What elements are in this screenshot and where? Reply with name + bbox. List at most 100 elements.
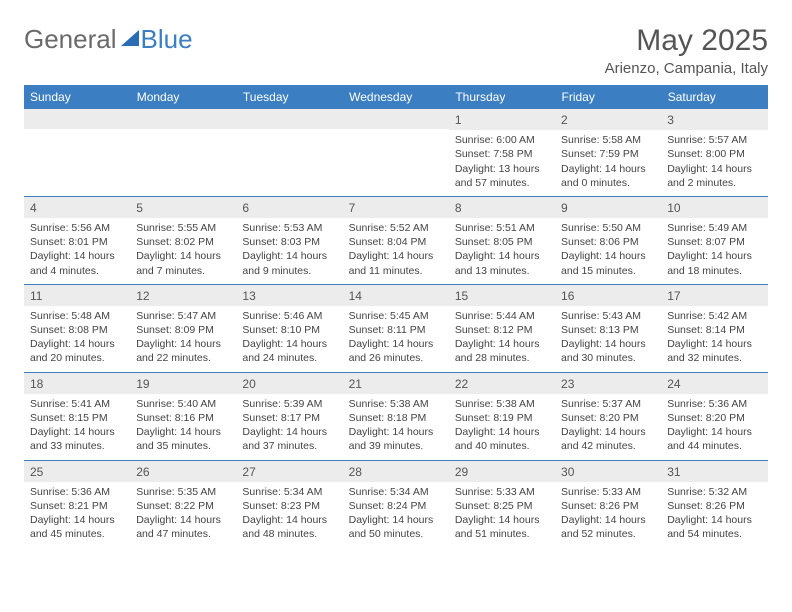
calendar-cell: 7Sunrise: 5:52 AMSunset: 8:04 PMDaylight… [343,196,449,284]
sunset-text: Sunset: 8:01 PM [30,235,124,249]
calendar-cell: 23Sunrise: 5:37 AMSunset: 8:20 PMDayligh… [555,372,661,460]
day-number: 3 [661,109,767,130]
day-details: Sunrise: 5:52 AMSunset: 8:04 PMDaylight:… [343,218,449,284]
daylight-text: Daylight: 14 hours and 40 minutes. [455,425,549,453]
sunrise-text: Sunrise: 5:51 AM [455,221,549,235]
day-number: 13 [236,285,342,306]
sunrise-text: Sunrise: 5:42 AM [667,309,761,323]
sunrise-text: Sunrise: 5:34 AM [349,485,443,499]
daylight-text: Daylight: 14 hours and 45 minutes. [30,513,124,541]
sunrise-text: Sunrise: 5:55 AM [136,221,230,235]
day-number: 11 [24,285,130,306]
calendar-cell: 11Sunrise: 5:48 AMSunset: 8:08 PMDayligh… [24,284,130,372]
day-header: Saturday [661,85,767,109]
sunset-text: Sunset: 8:02 PM [136,235,230,249]
daylight-text: Daylight: 14 hours and 4 minutes. [30,249,124,277]
daylight-text: Daylight: 14 hours and 2 minutes. [667,162,761,190]
day-number: 26 [130,461,236,482]
calendar-week-row: 4Sunrise: 5:56 AMSunset: 8:01 PMDaylight… [24,196,768,284]
daylight-text: Daylight: 14 hours and 28 minutes. [455,337,549,365]
day-details: Sunrise: 5:58 AMSunset: 7:59 PMDaylight:… [555,130,661,196]
sunset-text: Sunset: 7:59 PM [561,147,655,161]
title-block: May 2025 Arienzo, Campania, Italy [605,24,768,77]
day-number: 1 [449,109,555,130]
day-number: 15 [449,285,555,306]
daylight-text: Daylight: 14 hours and 15 minutes. [561,249,655,277]
sunrise-text: Sunrise: 5:33 AM [561,485,655,499]
day-number: 2 [555,109,661,130]
sunrise-text: Sunrise: 5:40 AM [136,397,230,411]
day-details: Sunrise: 5:36 AMSunset: 8:20 PMDaylight:… [661,394,767,460]
day-number: 4 [24,197,130,218]
sunrise-text: Sunrise: 5:46 AM [242,309,336,323]
day-header-row: Sunday Monday Tuesday Wednesday Thursday… [24,85,768,109]
daylight-text: Daylight: 14 hours and 20 minutes. [30,337,124,365]
daylight-text: Daylight: 14 hours and 7 minutes. [136,249,230,277]
sunset-text: Sunset: 8:08 PM [30,323,124,337]
day-details: Sunrise: 5:33 AMSunset: 8:25 PMDaylight:… [449,482,555,548]
day-header: Sunday [24,85,130,109]
sunset-text: Sunset: 8:00 PM [667,147,761,161]
sunrise-text: Sunrise: 5:32 AM [667,485,761,499]
calendar-cell: 26Sunrise: 5:35 AMSunset: 8:22 PMDayligh… [130,460,236,547]
day-details: Sunrise: 5:32 AMSunset: 8:26 PMDaylight:… [661,482,767,548]
day-details: Sunrise: 5:45 AMSunset: 8:11 PMDaylight:… [343,306,449,372]
day-header: Thursday [449,85,555,109]
day-details: Sunrise: 5:42 AMSunset: 8:14 PMDaylight:… [661,306,767,372]
day-number: 6 [236,197,342,218]
sunrise-text: Sunrise: 5:49 AM [667,221,761,235]
sunset-text: Sunset: 8:12 PM [455,323,549,337]
calendar-cell: 12Sunrise: 5:47 AMSunset: 8:09 PMDayligh… [130,284,236,372]
sunrise-text: Sunrise: 5:33 AM [455,485,549,499]
calendar-cell: 18Sunrise: 5:41 AMSunset: 8:15 PMDayligh… [24,372,130,460]
daylight-text: Daylight: 14 hours and 18 minutes. [667,249,761,277]
calendar-cell: 6Sunrise: 5:53 AMSunset: 8:03 PMDaylight… [236,196,342,284]
day-details [236,129,342,189]
sunrise-text: Sunrise: 5:48 AM [30,309,124,323]
day-details: Sunrise: 5:38 AMSunset: 8:19 PMDaylight:… [449,394,555,460]
sunset-text: Sunset: 8:16 PM [136,411,230,425]
calendar-cell: 25Sunrise: 5:36 AMSunset: 8:21 PMDayligh… [24,460,130,547]
sunrise-text: Sunrise: 5:56 AM [30,221,124,235]
day-number: 18 [24,373,130,394]
day-details [343,129,449,189]
day-details [130,129,236,189]
day-details: Sunrise: 5:53 AMSunset: 8:03 PMDaylight:… [236,218,342,284]
daylight-text: Daylight: 14 hours and 50 minutes. [349,513,443,541]
day-details: Sunrise: 5:40 AMSunset: 8:16 PMDaylight:… [130,394,236,460]
daylight-text: Daylight: 14 hours and 52 minutes. [561,513,655,541]
sunset-text: Sunset: 8:05 PM [455,235,549,249]
day-number: 17 [661,285,767,306]
calendar-cell: 24Sunrise: 5:36 AMSunset: 8:20 PMDayligh… [661,372,767,460]
day-number: 19 [130,373,236,394]
sunrise-text: Sunrise: 5:45 AM [349,309,443,323]
daylight-text: Daylight: 14 hours and 30 minutes. [561,337,655,365]
sunrise-text: Sunrise: 5:43 AM [561,309,655,323]
day-header: Friday [555,85,661,109]
day-number: 28 [343,461,449,482]
day-number: 5 [130,197,236,218]
sunrise-text: Sunrise: 5:36 AM [30,485,124,499]
calendar-week-row: 1Sunrise: 6:00 AMSunset: 7:58 PMDaylight… [24,109,768,196]
day-number: 14 [343,285,449,306]
day-details: Sunrise: 5:48 AMSunset: 8:08 PMDaylight:… [24,306,130,372]
day-details: Sunrise: 5:39 AMSunset: 8:17 PMDaylight:… [236,394,342,460]
day-number: 22 [449,373,555,394]
sunset-text: Sunset: 8:15 PM [30,411,124,425]
calendar-cell: 30Sunrise: 5:33 AMSunset: 8:26 PMDayligh… [555,460,661,547]
sunrise-text: Sunrise: 5:44 AM [455,309,549,323]
calendar-cell: 15 Sunrise: 5:44 AMSunset: 8:12 PMDayligh… [449,284,555,372]
sunrise-text: Sunrise: 5:52 AM [349,221,443,235]
sunrise-text: Sunrise: 5:53 AM [242,221,336,235]
calendar-cell: 19Sunrise: 5:40 AMSunset: 8:16 PMDayligh… [130,372,236,460]
daylight-text: Daylight: 14 hours and 24 minutes. [242,337,336,365]
sunset-text: Sunset: 8:11 PM [349,323,443,337]
daylight-text: Daylight: 14 hours and 35 minutes. [136,425,230,453]
day-number: 29 [449,461,555,482]
sunrise-text: Sunrise: 5:34 AM [242,485,336,499]
daylight-text: Daylight: 14 hours and 11 minutes. [349,249,443,277]
logo-text-2: Blue [141,24,193,55]
calendar-cell: 28Sunrise: 5:34 AMSunset: 8:24 PMDayligh… [343,460,449,547]
sunset-text: Sunset: 8:18 PM [349,411,443,425]
sunrise-text: Sunrise: 5:41 AM [30,397,124,411]
